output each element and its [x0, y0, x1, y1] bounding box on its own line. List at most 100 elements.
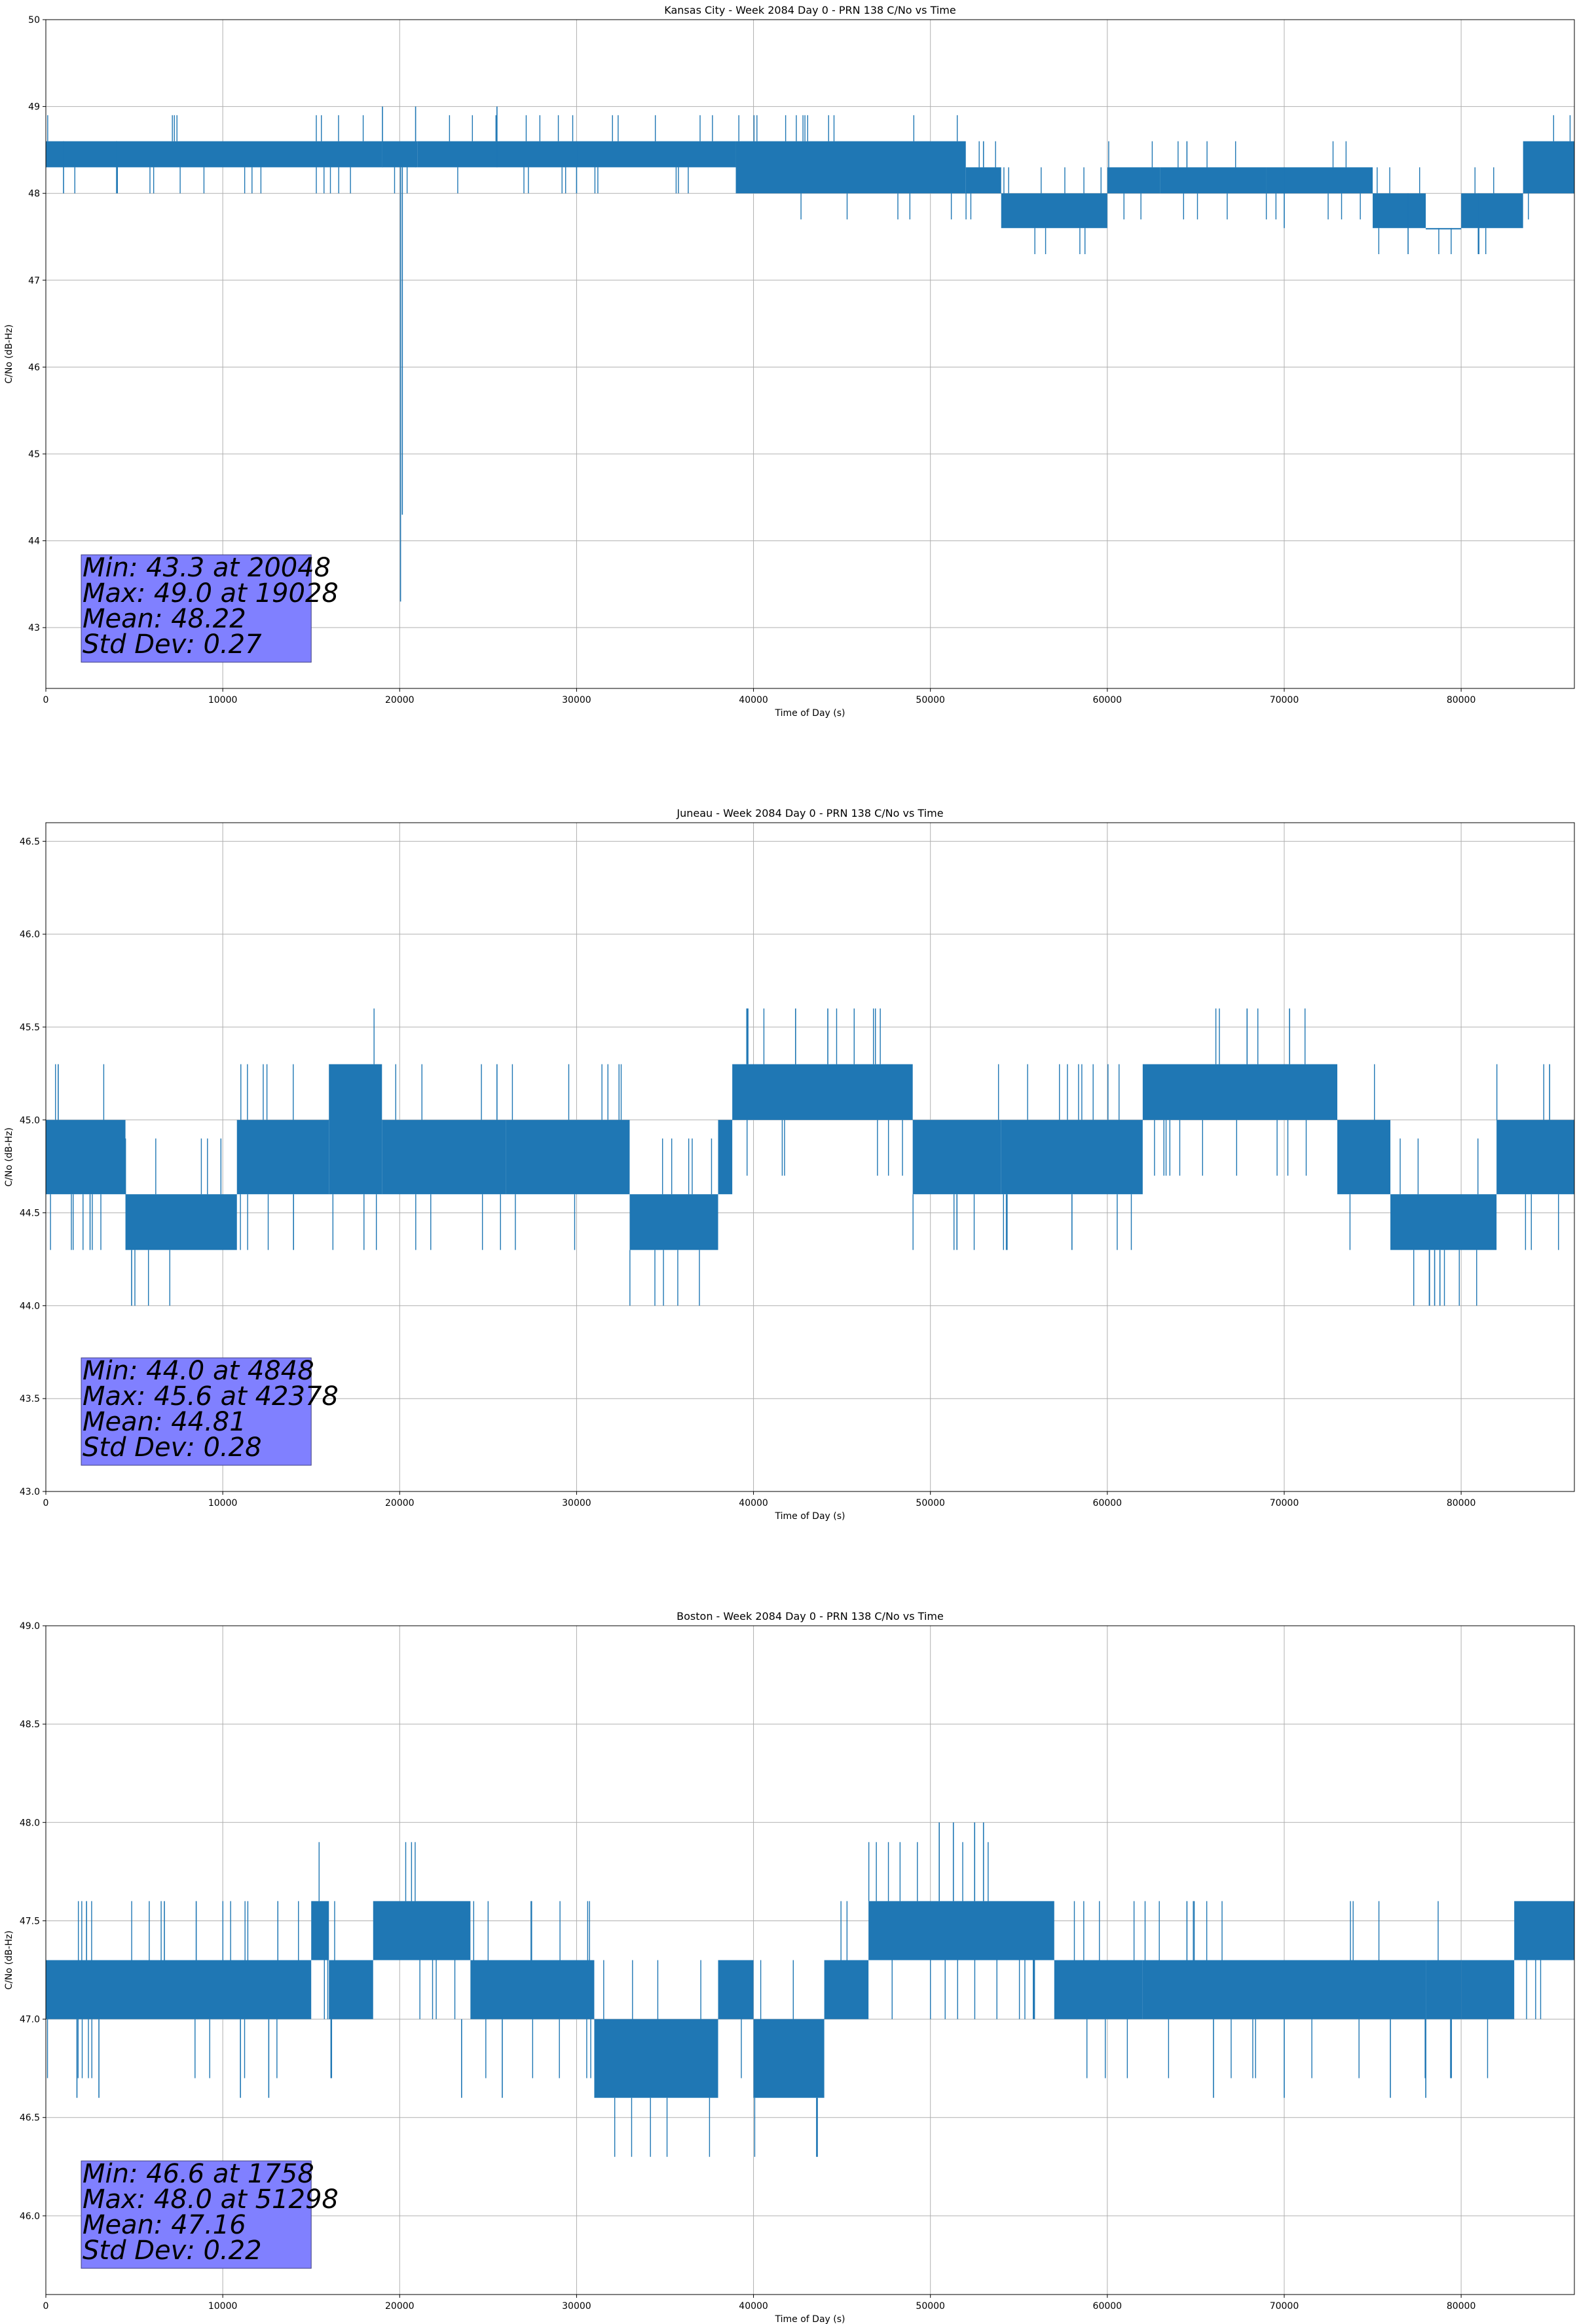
y-tick-label: 44.5	[20, 1209, 40, 1219]
data-band	[576, 141, 736, 168]
data-band	[1426, 1960, 1462, 2019]
data-band	[718, 1119, 733, 1195]
data-band	[1001, 193, 1107, 229]
x-tick-label: 40000	[739, 695, 768, 705]
x-tick-label: 30000	[562, 2301, 591, 2312]
stats-box	[81, 554, 312, 663]
data-band	[1461, 193, 1523, 229]
y-tick-label: 46.5	[20, 836, 40, 847]
data-band	[46, 1119, 126, 1195]
data-band	[1054, 1960, 1143, 2019]
y-tick-label: 46	[28, 362, 40, 373]
data-band	[1461, 1960, 1515, 2019]
y-tick-label: 48	[28, 189, 40, 199]
data-band	[1266, 167, 1373, 194]
data-band	[1001, 1119, 1143, 1195]
x-tick-label: 40000	[739, 1498, 768, 1509]
data-band	[753, 2019, 825, 2098]
stats-line: Max: 49.0 at 19028	[83, 578, 339, 609]
stats-line: Max: 45.6 at 42378	[83, 1381, 339, 1412]
x-tick-label: 50000	[916, 1498, 945, 1509]
x-tick-label: 60000	[1093, 1498, 1122, 1509]
stats-line: Max: 48.0 at 51298	[83, 2184, 339, 2215]
data-band	[1523, 141, 1574, 194]
stats-line: Min: 43.3 at 20048	[83, 553, 331, 583]
data-band	[965, 167, 1001, 194]
data-band	[382, 141, 418, 168]
x-tick-label: 0	[43, 695, 49, 705]
data-band	[1373, 193, 1426, 229]
data-band	[1142, 1960, 1426, 2019]
x-tick-label: 50000	[916, 695, 945, 705]
x-tick-label: 30000	[562, 695, 591, 705]
x-tick-label: 70000	[1270, 1498, 1299, 1509]
chart-panel-3: 0 10000 20000 30000 40000 50000 60000 70000 8000…	[4, 1610, 1575, 2324]
data-band	[373, 1901, 471, 1960]
data-band	[46, 141, 382, 168]
y-tick-label: 48.0	[20, 1818, 40, 1828]
stats-line: Mean: 48.22	[83, 604, 246, 634]
x-tick-label: 80000	[1447, 2301, 1476, 2312]
x-tick-label: 20000	[385, 2301, 415, 2312]
x-tick-label: 0	[43, 1498, 49, 1509]
data-band	[629, 1194, 718, 1250]
stats-line: Min: 46.6 at 1758	[83, 2159, 314, 2189]
data-band	[1514, 1901, 1574, 1960]
y-tick-label: 46.0	[20, 2211, 40, 2222]
y-tick-label: 44	[28, 536, 40, 547]
x-tick-label: 20000	[385, 695, 415, 705]
data-band	[1426, 228, 1462, 230]
y-tick-label: 47.0	[20, 2015, 40, 2025]
y-tick-label: 43	[28, 623, 40, 633]
stats-line: Std Dev: 0.28	[83, 1433, 262, 1463]
axes-frame	[45, 19, 1575, 689]
data-band	[382, 1119, 506, 1195]
x-axis-label: Time of Day (s)	[775, 2314, 845, 2324]
x-tick-label: 80000	[1447, 695, 1476, 705]
x-tick-label: 30000	[562, 1498, 591, 1509]
chart-title: Kansas City - Week 2084 Day 0 - PRN 138 …	[664, 4, 955, 16]
y-tick-label: 49.0	[20, 1621, 40, 1632]
chart-panel-2: 0 10000 20000 30000 40000 50000 60000 70000 8000…	[4, 807, 1575, 1522]
x-tick-label: 50000	[916, 2301, 945, 2312]
data-band	[46, 1960, 312, 2019]
data-band	[1142, 1064, 1338, 1120]
y-axis-label: C/No (dB-Hz)	[4, 1127, 14, 1186]
data-series-line	[50, 1008, 1559, 1306]
y-tick-label: 48.5	[20, 1719, 40, 1730]
x-tick-label: 20000	[385, 1498, 415, 1509]
stats-line: Std Dev: 0.22	[83, 2236, 262, 2266]
y-axis-label: C/No (dB-Hz)	[4, 1930, 14, 1989]
data-band	[1160, 167, 1267, 194]
stats-line: Mean: 47.16	[83, 2210, 246, 2240]
x-tick-label: 40000	[739, 2301, 768, 2312]
data-band	[732, 1064, 913, 1120]
axes-frame	[45, 1625, 1575, 2295]
data-band	[470, 1960, 595, 2019]
x-axis-label: Time of Day (s)	[775, 708, 845, 719]
data-band	[1107, 167, 1160, 194]
stats-box	[81, 2160, 312, 2269]
data-band	[125, 1194, 237, 1250]
y-tick-label: 50	[28, 15, 40, 26]
x-tick-label: 80000	[1447, 1498, 1476, 1509]
data-band	[329, 1960, 373, 2019]
x-axis-label: Time of Day (s)	[775, 1511, 845, 1522]
data-band	[735, 141, 966, 194]
data-band	[311, 1901, 329, 1960]
x-tick-label: 10000	[208, 695, 238, 705]
chart-title: Juneau - Week 2084 Day 0 - PRN 138 C/No …	[676, 807, 943, 819]
x-tick-label: 70000	[1270, 2301, 1299, 2312]
stats-line: Min: 44.0 at 4848	[83, 1356, 314, 1386]
data-band	[1390, 1194, 1497, 1250]
x-tick-label: 60000	[1093, 2301, 1122, 2312]
y-axis-label: C/No (dB-Hz)	[4, 324, 14, 383]
x-tick-label: 10000	[208, 1498, 238, 1509]
x-tick-label: 10000	[208, 2301, 238, 2312]
data-band	[329, 1064, 382, 1195]
chart-panel-1: 0 10000 20000 30000 40000 50000 60000 70000 8000…	[4, 4, 1575, 719]
data-band	[506, 1119, 630, 1195]
y-tick-label: 46.0	[20, 929, 40, 940]
